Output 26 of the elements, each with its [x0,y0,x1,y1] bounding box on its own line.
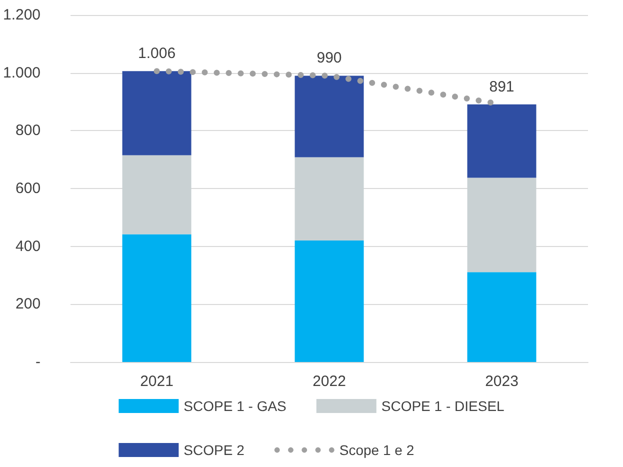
bar [122,155,192,234]
bar [467,272,536,362]
bar [467,104,536,178]
y-tick-label: 1.200 [2,6,41,24]
bar [294,157,364,241]
x-tick-label: 2021 [140,373,174,390]
y-tick-label: - [36,354,41,370]
data-label: 1.006 [138,45,176,62]
bar [122,71,192,156]
y-tick-label: 400 [16,238,41,255]
x-tick-label: 2022 [312,373,346,390]
legend-label: SCOPE 1 - GAS [184,398,286,414]
bar [122,234,192,362]
data-label: 990 [316,50,342,67]
bar [467,178,536,272]
y-tick-label: 600 [16,180,41,197]
bar [294,76,364,158]
data-label: 891 [489,78,514,96]
bar [294,240,364,362]
legend-label: Scope 1 e 2 [339,442,414,458]
y-tick-label: 800 [16,122,41,140]
x-tick-label: 2023 [485,373,518,390]
y-tick-label: 200 [16,296,41,313]
legend-label: SCOPE 2 [184,442,245,458]
y-tick-label: 1.000 [2,64,41,82]
legend-label: SCOPE 1 - DIESEL [381,398,505,414]
